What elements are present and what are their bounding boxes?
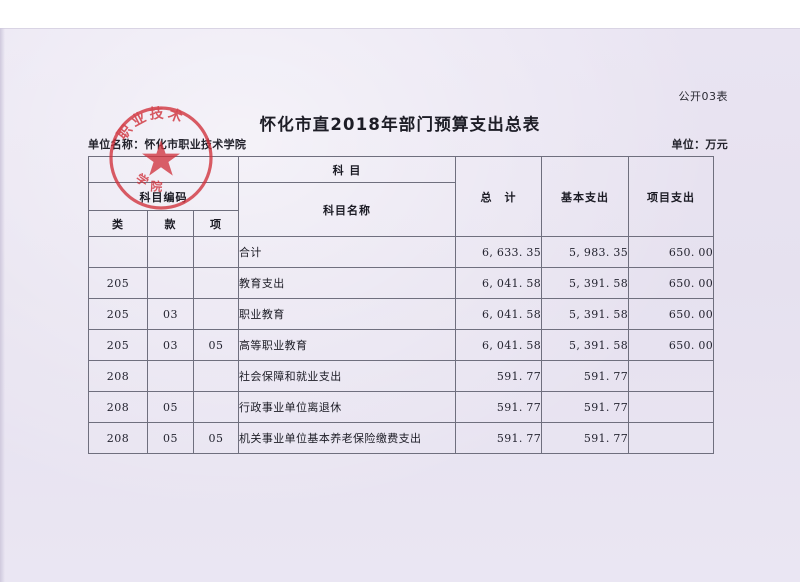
cell-code-lei (88, 236, 148, 268)
cell-code-kuan (147, 236, 194, 268)
cell-basic-amount: 591. 77 (541, 422, 630, 454)
cell-code-xiang (192, 267, 240, 299)
cell-project-amount: 650. 00 (628, 236, 715, 268)
table-row: 合计 6, 633. 35 5, 983. 35 650. 00 (88, 236, 715, 268)
cell-project-amount (628, 422, 715, 454)
table-header: 科 目 总 计 基本支出 项目支出 科目编码 科目名称 类 款 项 (87, 156, 715, 237)
cell-basic-amount: 5, 391. 58 (541, 329, 630, 361)
cell-code-kuan (147, 267, 194, 299)
cell-basic-amount: 591. 77 (541, 360, 630, 392)
cell-project-amount: 650. 00 (628, 298, 715, 330)
cell-code-xiang (192, 236, 240, 268)
scanned-page: 公开03表 怀化市直2018年部门预算支出总表 单位名称：怀化市职业技术学院 单… (0, 28, 800, 582)
cell-code-lei: 205 (88, 298, 148, 330)
cell-code-lei: 208 (88, 391, 148, 423)
header-code-xiang: 项 (192, 210, 240, 237)
table-row: 205 教育支出 6, 041. 58 5, 391. 58 650. 00 (88, 267, 715, 299)
cell-total-amount: 591. 77 (455, 360, 543, 392)
header-total: 总 计 (455, 156, 543, 237)
table-row: 208 05 05 机关事业单位基本养老保险缴费支出 591. 77 591. 77 (88, 422, 715, 454)
cell-total-amount: 6, 633. 35 (455, 236, 543, 268)
header-row-1: 科 目 总 计 基本支出 项目支出 (87, 156, 715, 237)
cell-subject-name: 合计 (238, 236, 457, 268)
cell-basic-amount: 5, 391. 58 (541, 298, 630, 330)
cell-subject-name: 行政事业单位离退休 (238, 391, 457, 423)
cell-code-kuan: 05 (147, 391, 194, 423)
cell-project-amount: 650. 00 (628, 329, 715, 361)
currency-unit-label: 单位：万元 (671, 138, 728, 151)
cell-code-xiang (192, 298, 240, 330)
cell-code-kuan (147, 360, 194, 392)
header-subject-group: 科 目 (238, 156, 457, 183)
cell-total-amount: 6, 041. 58 (455, 329, 543, 361)
cell-subject-name: 社会保障和就业支出 (238, 360, 457, 392)
cell-code-lei: 208 (88, 422, 148, 454)
cell-code-lei: 205 (88, 267, 148, 299)
cell-basic-amount: 5, 391. 58 (541, 267, 630, 299)
cell-subject-name: 教育支出 (238, 267, 457, 299)
cell-subject-name: 职业教育 (238, 298, 457, 330)
header-basic-expenditure: 基本支出 (541, 156, 630, 237)
form-number-label: 公开03表 (678, 90, 728, 103)
cell-total-amount: 591. 77 (455, 391, 543, 423)
table-row: 205 03 职业教育 6, 041. 58 5, 391. 58 650. 00 (88, 298, 715, 330)
cell-total-amount: 591. 77 (455, 422, 543, 454)
cell-basic-amount: 591. 77 (541, 391, 630, 423)
header-code-group: 科目编码 (87, 182, 240, 211)
header-subject-name: 科目名称 (238, 182, 457, 237)
budget-expenditure-table: 科 目 总 计 基本支出 项目支出 科目编码 科目名称 类 款 项 合计 6, 6… (87, 156, 715, 454)
table-body: 合计 6, 633. 35 5, 983. 35 650. 00 205 教育支出 6, 0… (88, 236, 715, 454)
header-code-kuan: 款 (147, 210, 194, 237)
cell-code-lei: 208 (88, 360, 148, 392)
table-row: 208 社会保障和就业支出 591. 77 591. 77 (88, 360, 715, 392)
unit-name-label: 单位名称：怀化市职业技术学院 (88, 138, 247, 151)
cell-code-xiang (192, 391, 240, 423)
cell-basic-amount: 5, 983. 35 (541, 236, 630, 268)
cell-total-amount: 6, 041. 58 (455, 267, 543, 299)
cell-code-xiang: 05 (192, 422, 240, 454)
header-subject-blank (87, 156, 240, 183)
cell-code-kuan: 05 (147, 422, 194, 454)
cell-code-lei: 205 (88, 329, 148, 361)
cell-project-amount: 650. 00 (628, 267, 715, 299)
table-row: 208 05 行政事业单位离退休 591. 77 591. 77 (88, 391, 715, 423)
header-project-expenditure: 项目支出 (628, 156, 715, 237)
cell-subject-name: 高等职业教育 (238, 329, 457, 361)
table-row: 205 03 05 高等职业教育 6, 041. 58 5, 391. 58 650. 00 (88, 329, 715, 361)
page-title: 怀化市直2018年部门预算支出总表 (259, 115, 541, 134)
cell-code-xiang (192, 360, 240, 392)
cell-project-amount (628, 391, 715, 423)
cell-total-amount: 6, 041. 58 (455, 298, 543, 330)
cell-code-kuan: 03 (147, 329, 194, 361)
cell-code-kuan: 03 (147, 298, 194, 330)
cell-code-xiang: 05 (192, 329, 240, 361)
cell-project-amount (628, 360, 715, 392)
header-code-lei: 类 (88, 210, 148, 237)
cell-subject-name: 机关事业单位基本养老保险缴费支出 (238, 422, 457, 454)
